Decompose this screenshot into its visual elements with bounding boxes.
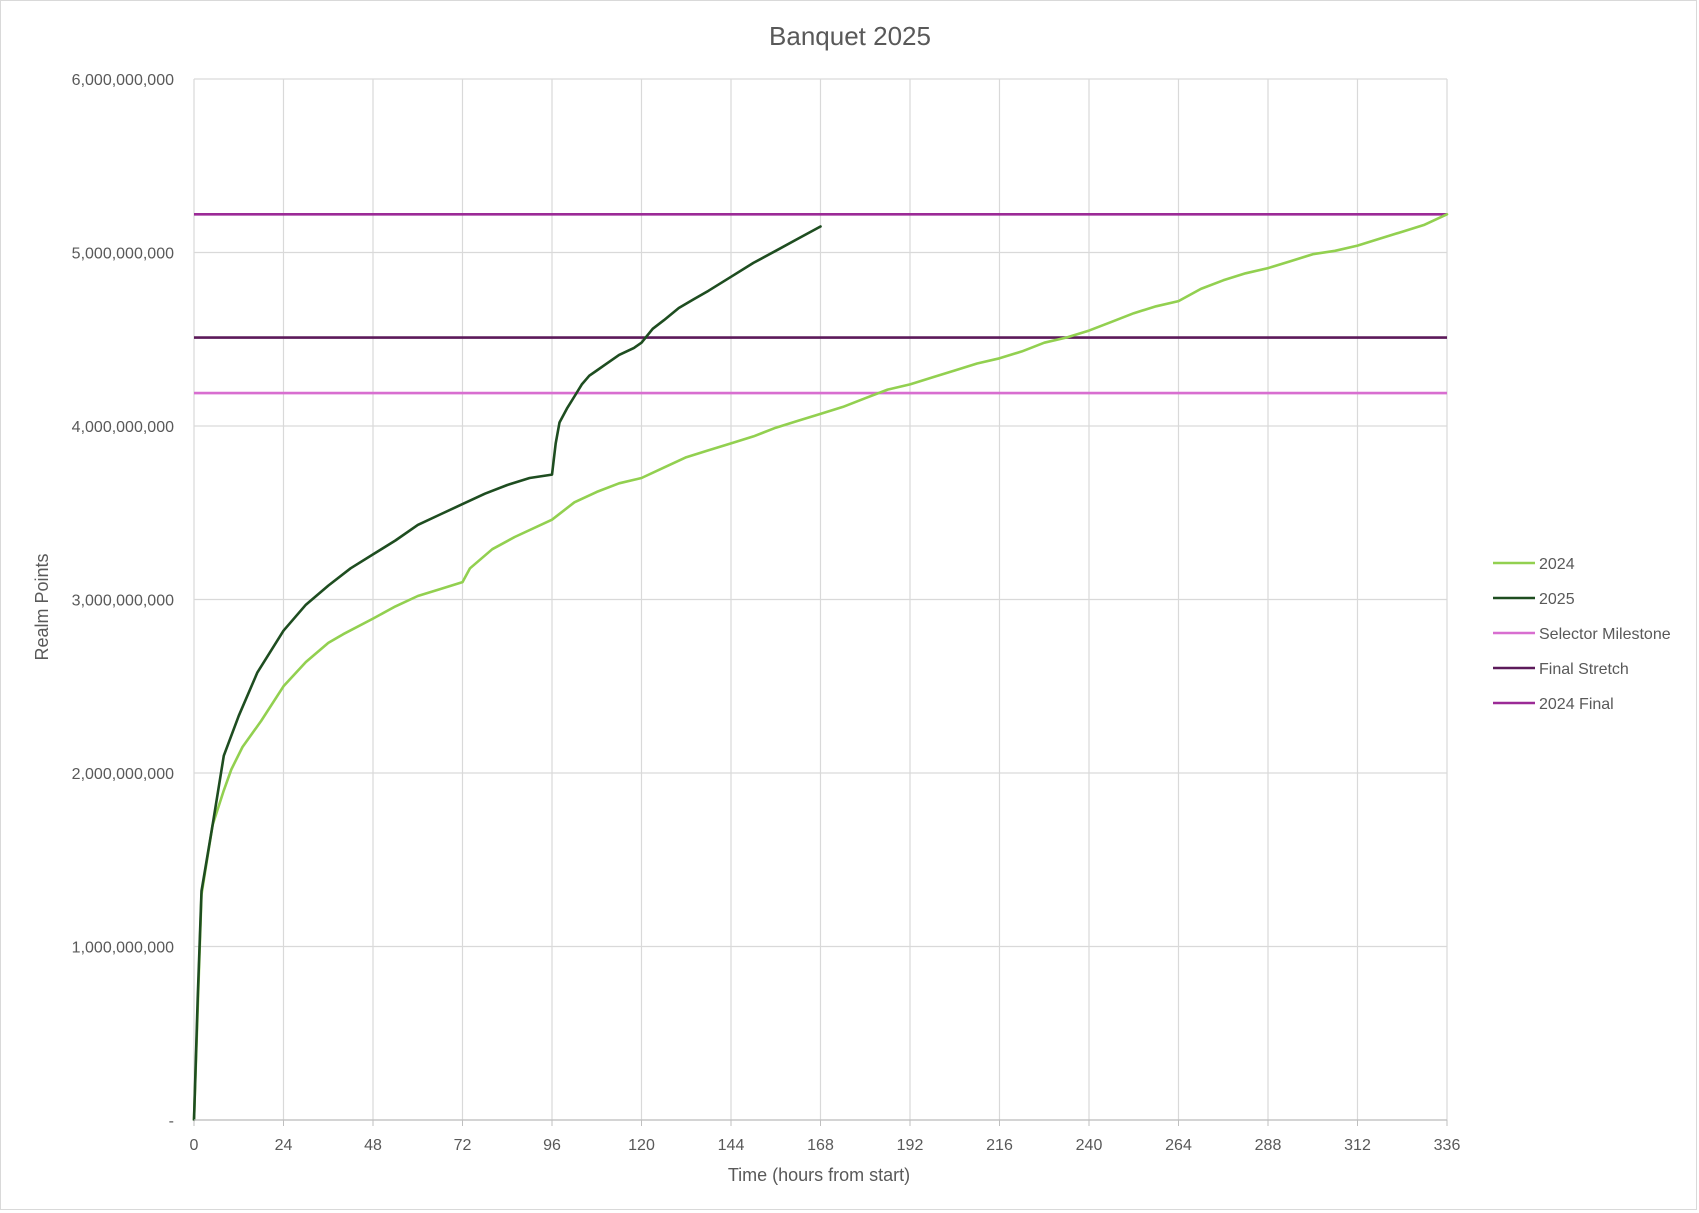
gridlines [193, 78, 1448, 1121]
x-tick-label: 288 [1255, 1137, 1282, 1154]
x-tick-label: 312 [1344, 1137, 1371, 1154]
chart-title: Banquet 2025 [769, 21, 931, 51]
data-series [192, 213, 1449, 1122]
x-tick-label: 0 [190, 1137, 199, 1154]
x-tick-label: 120 [628, 1137, 655, 1154]
series-line-2025 [192, 225, 822, 1122]
axes: 0 24 48 72 96 120 144 168 192 216 240 264 288 312 336 -… [72, 72, 1461, 1154]
y-tick-label: - [169, 1113, 174, 1130]
legend-label: 2025 [1539, 591, 1575, 608]
x-tick-label: 216 [986, 1137, 1013, 1154]
x-tick-label: 48 [364, 1137, 382, 1154]
y-axis-title: Realm Points [32, 553, 52, 660]
y-tick-label: 3,000,000,000 [72, 593, 174, 610]
legend-label: Final Stretch [1539, 661, 1629, 678]
x-tick-label: 264 [1165, 1137, 1192, 1154]
y-tick-label: 1,000,000,000 [72, 940, 174, 957]
x-tick-label: 24 [275, 1137, 293, 1154]
x-tick-label: 240 [1076, 1137, 1103, 1154]
reference-lines [194, 213, 1447, 395]
x-tick-label: 336 [1434, 1137, 1461, 1154]
x-tick-label: 96 [543, 1137, 561, 1154]
y-tick-label: 2,000,000,000 [72, 766, 174, 783]
x-axis-title: Time (hours from start) [728, 1165, 910, 1185]
x-tick-label: 144 [718, 1137, 745, 1154]
series-line-2024 [192, 213, 1449, 1122]
y-tick-label: 5,000,000,000 [72, 246, 174, 263]
legend: 2024 2025 Selector Milestone Final Stretch 2… [1493, 556, 1671, 713]
legend-label: 2024 [1539, 556, 1575, 573]
x-tick-label: 168 [807, 1137, 834, 1154]
legend-label: 2024 Final [1539, 696, 1614, 713]
x-tick-label: 192 [897, 1137, 924, 1154]
y-tick-label: 6,000,000,000 [72, 72, 174, 89]
legend-label: Selector Milestone [1539, 626, 1671, 643]
x-tick-label: 72 [454, 1137, 472, 1154]
y-tick-label: 4,000,000,000 [72, 419, 174, 436]
